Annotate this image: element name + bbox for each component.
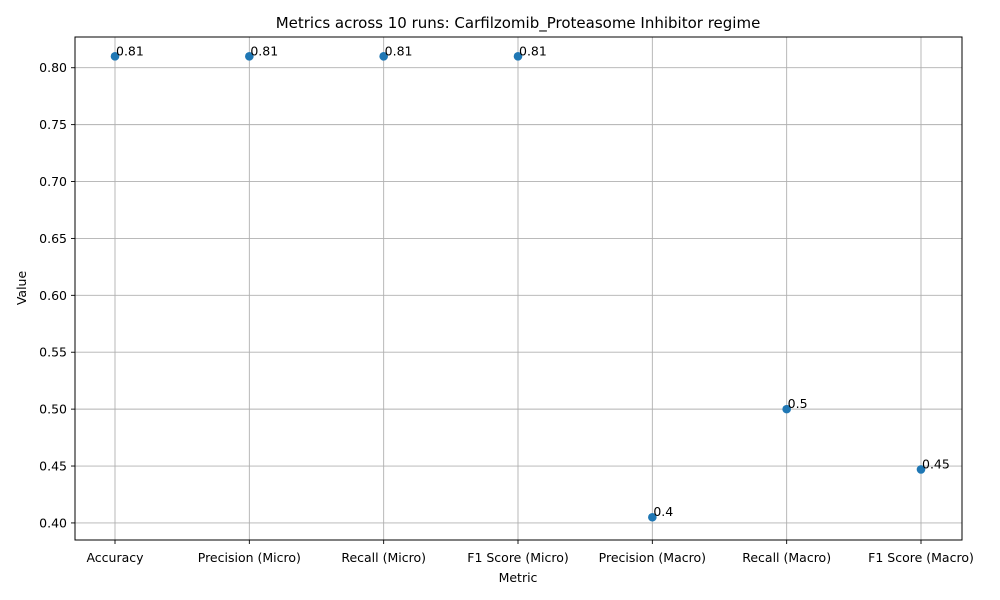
y-tick-label: 0.45 xyxy=(39,459,67,474)
data-label: 0.81 xyxy=(116,43,144,58)
y-tick-label: 0.65 xyxy=(39,231,67,246)
y-tick-label: 0.75 xyxy=(39,117,67,132)
data-point xyxy=(513,52,523,61)
ticks-layer: 0.40 0.45 0.50 0.55 0.60 0.65 0.70 0.75 0.80 Accu… xyxy=(39,60,974,565)
data-label: 0.81 xyxy=(385,43,413,58)
y-tick-label: 0.55 xyxy=(39,345,67,360)
data-labels-layer: 0.81 0.81 0.81 0.81 0.4 0.5 0.45 xyxy=(116,43,950,519)
data-point xyxy=(245,52,254,61)
plot-frame xyxy=(74,36,963,541)
x-tick-label: F1 Score (Micro) xyxy=(467,550,569,565)
x-tick-label: Precision (Micro) xyxy=(198,550,301,565)
data-point xyxy=(379,52,388,61)
y-tick-label: 0.60 xyxy=(39,288,67,303)
data-point xyxy=(110,52,120,61)
y-tick-label: 0.70 xyxy=(39,174,67,189)
data-label: 0.81 xyxy=(519,43,547,58)
grid-layer xyxy=(75,37,962,540)
x-tick-label: Recall (Macro) xyxy=(742,550,831,565)
x-tick-label: Precision (Macro) xyxy=(599,550,706,565)
x-axis-title: Metric xyxy=(499,570,538,585)
points-layer xyxy=(110,52,926,522)
data-point xyxy=(648,512,657,522)
y-tick-label: 0.40 xyxy=(39,515,67,530)
data-label: 0.5 xyxy=(788,396,808,411)
x-tick-label: F1 Score (Macro) xyxy=(868,550,974,565)
data-label: 0.81 xyxy=(250,43,278,58)
x-tick-label: Accuracy xyxy=(86,550,144,565)
data-point xyxy=(916,465,926,474)
data-point xyxy=(782,404,791,414)
y-tick-label: 0.80 xyxy=(39,60,67,75)
data-label: 0.4 xyxy=(653,504,673,519)
y-tick-label: 0.50 xyxy=(39,402,67,417)
y-axis-title: Value xyxy=(14,271,29,306)
x-tick-label: Recall (Micro) xyxy=(341,550,426,565)
data-label: 0.45 xyxy=(922,456,950,471)
chart-title: Metrics across 10 runs: Carfilzomib_Prot… xyxy=(276,14,761,33)
